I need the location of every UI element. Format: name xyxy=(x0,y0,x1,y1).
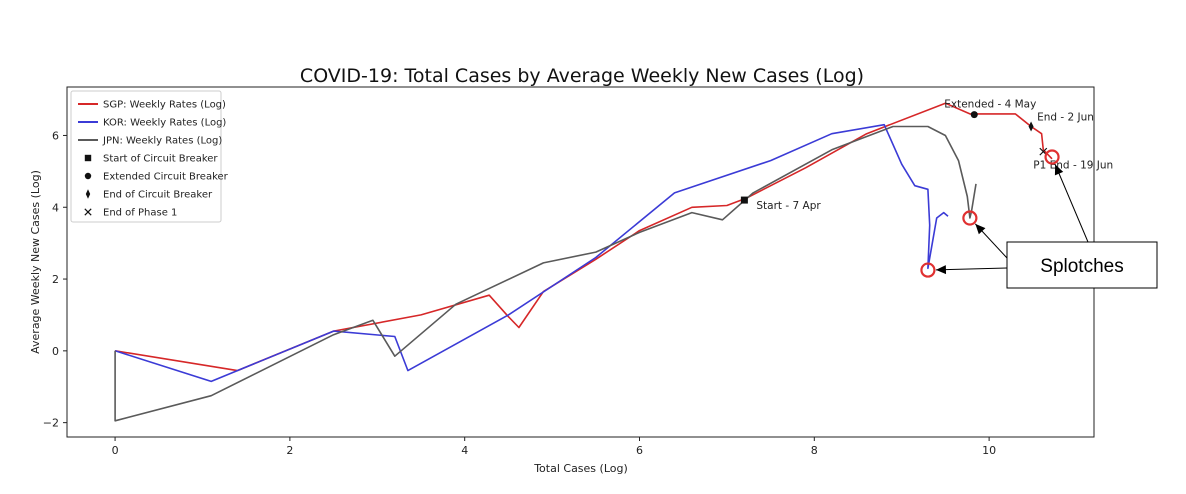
callout-label: Splotches xyxy=(1040,256,1123,277)
event-label-1: Extended - 4 May xyxy=(944,99,1036,111)
x-tick-label-8: 8 xyxy=(811,444,818,457)
callout-arrowhead-1 xyxy=(975,223,986,235)
series-line-0 xyxy=(114,102,1053,372)
chart-title: COVID-19: Total Cases by Average Weekly … xyxy=(300,65,864,87)
y-tick-label-6: 6 xyxy=(52,129,59,142)
y-tick-label-2: 2 xyxy=(52,273,59,286)
y-tick-label-0: 0 xyxy=(52,345,59,358)
legend-box xyxy=(70,90,222,223)
legend-label-0: SGP: Weekly Rates (Log) xyxy=(103,100,226,111)
legend-label-5: End of Circuit Breaker xyxy=(103,190,213,201)
event-marker-3-b xyxy=(1039,147,1048,156)
legend: SGP: Weekly Rates (Log) KOR: Weekly Rates… xyxy=(70,90,229,223)
y-axis: −2 0 2 4 6 xyxy=(43,129,67,430)
callout-arrow-0 xyxy=(935,267,1008,271)
highlight-ring-0 xyxy=(920,262,936,278)
highlight-ring-2 xyxy=(1044,149,1060,165)
event-label-0: Start - 7 Apr xyxy=(756,200,821,212)
event-label-2: End - 2 Jun xyxy=(1037,111,1094,123)
series-line-2 xyxy=(114,125,977,422)
callout-arrowhead-0 xyxy=(935,265,947,275)
x-tick-label-0: 0 xyxy=(112,444,119,457)
callout-box xyxy=(1006,241,1158,289)
legend-label-3: Start of Circuit Breaker xyxy=(103,154,218,165)
legend-swatch-4 xyxy=(84,172,92,180)
x-tick-label-2: 2 xyxy=(286,444,293,457)
y-tick-label--2: −2 xyxy=(43,417,59,430)
series-layer xyxy=(114,102,1053,422)
legend-swatch-6-b xyxy=(84,208,92,216)
callout-arrows xyxy=(935,164,1089,275)
x-axis-label: Total Cases (Log) xyxy=(533,462,628,475)
y-tick-label-4: 4 xyxy=(52,201,59,214)
legend-label-4: Extended Circuit Breaker xyxy=(103,172,229,183)
event-marker-1 xyxy=(970,111,978,119)
series-line-1 xyxy=(114,123,949,383)
legend-label-1: KOR: Weekly Rates (Log) xyxy=(103,118,226,129)
highlight-rings xyxy=(920,149,1060,278)
x-tick-label-6: 6 xyxy=(636,444,643,457)
callout: Splotches xyxy=(935,164,1158,289)
event-label-3: P1 End - 19 Jun xyxy=(1033,160,1113,172)
x-tick-label-10: 10 xyxy=(982,444,996,457)
legend-label-2: JPN: Weekly Rates (Log) xyxy=(102,136,222,147)
highlight-ring-1 xyxy=(962,210,978,226)
event-marker-0 xyxy=(740,196,748,204)
callout-arrow-2 xyxy=(1054,164,1089,243)
legend-swatch-5 xyxy=(85,189,91,199)
x-axis: 0 2 4 6 8 10 xyxy=(112,437,996,457)
legend-label-6: End of Phase 1 xyxy=(103,208,177,219)
legend-swatch-3 xyxy=(84,154,92,162)
event-marker-2 xyxy=(1028,121,1034,132)
callout-arrowhead-2 xyxy=(1054,164,1064,176)
y-axis-label: Average Weekly New Cases (Log) xyxy=(29,170,42,354)
x-tick-label-4: 4 xyxy=(461,444,468,457)
legend-swatch-6 xyxy=(84,208,92,216)
